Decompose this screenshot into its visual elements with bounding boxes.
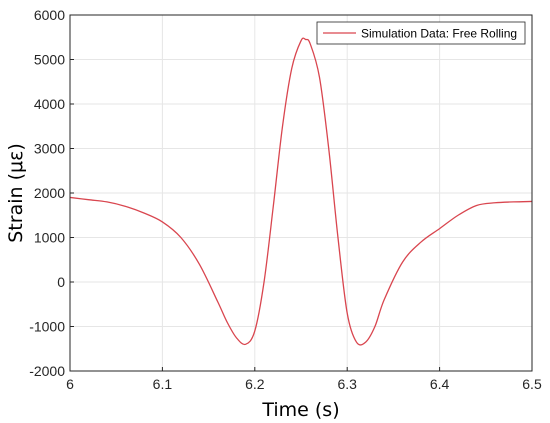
- series-group: [69, 37, 533, 346]
- y-tick-label: 1000: [34, 230, 65, 246]
- y-tick-label: 0: [57, 274, 65, 290]
- y-tick-label: 2000: [34, 185, 65, 201]
- y-tick-label: -1000: [29, 319, 65, 335]
- x-tick-label: 6.5: [522, 376, 542, 392]
- series-line: [69, 37, 533, 346]
- legend-box: [316, 21, 526, 45]
- y-tick-label: 4000: [34, 96, 65, 112]
- x-tick-label: 6.4: [430, 376, 450, 392]
- legend-label: Simulation Data: Free Rolling: [361, 27, 517, 41]
- legend: Simulation Data: Free Rolling: [316, 21, 526, 45]
- x-axis-label: Time (s): [261, 399, 339, 421]
- y-axis-label: Strain (με): [5, 143, 27, 243]
- y-tick-label: 3000: [34, 141, 65, 157]
- y-tick-label: 6000: [34, 7, 65, 23]
- y-tick-label: -2000: [29, 363, 65, 379]
- x-tick-label: 6.1: [153, 376, 173, 392]
- x-tick-label: 6: [66, 376, 74, 392]
- y-tick-label: 5000: [34, 52, 65, 68]
- tick-group: 6 6.1 6.2 6.3 6.4 6.5 -2000 -1000 0 1000 2000 3000 4…: [29, 7, 542, 392]
- x-tick-label: 6.2: [245, 376, 265, 392]
- x-tick-label: 6.3: [337, 376, 357, 392]
